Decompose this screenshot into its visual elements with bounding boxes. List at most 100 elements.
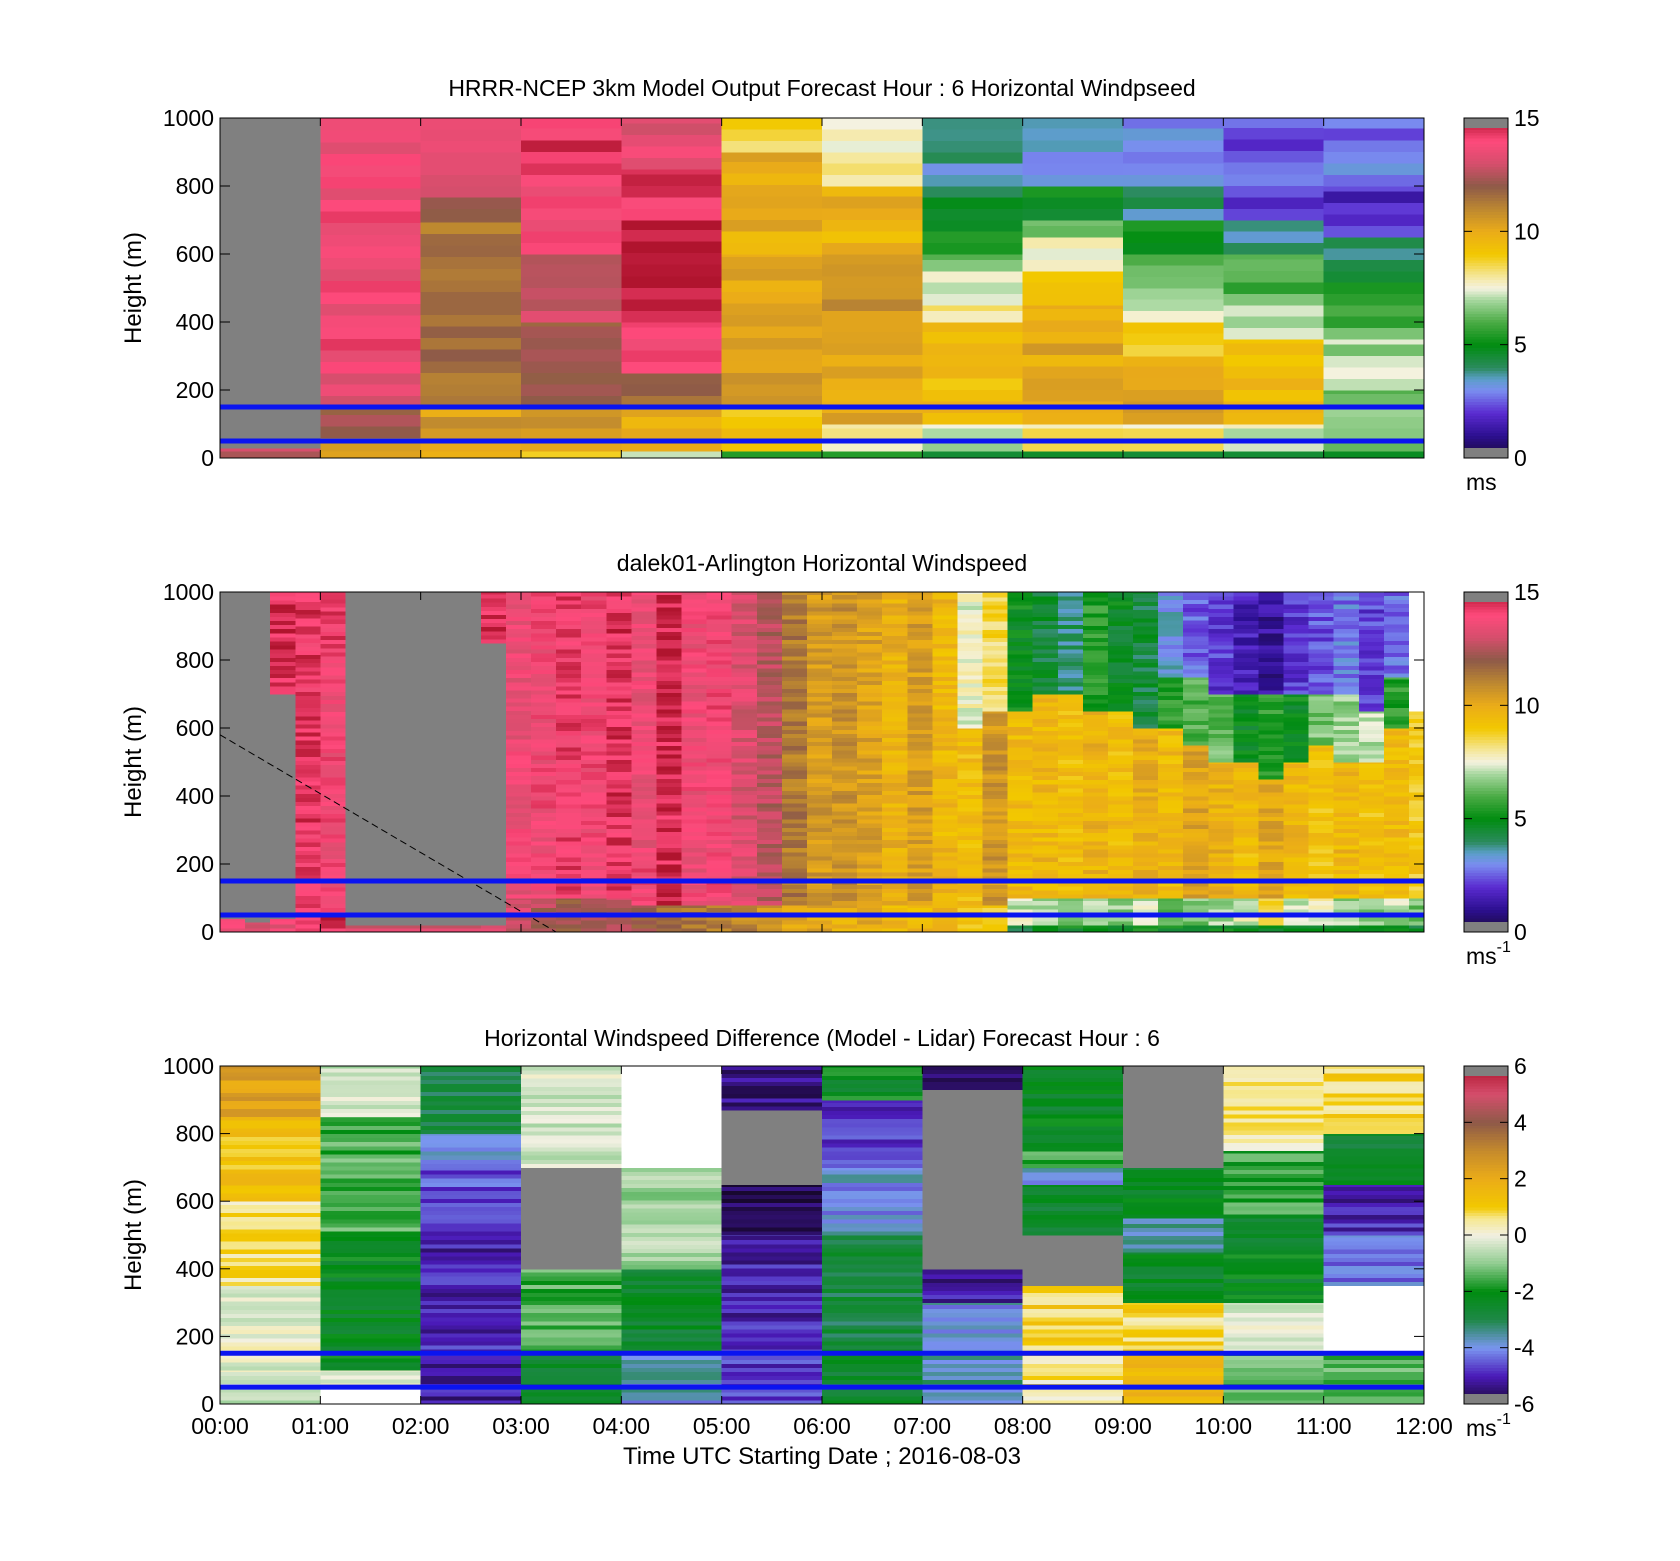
heatmap-cell (606, 681, 632, 687)
heatmap-cell (320, 643, 346, 649)
heatmap-cell (245, 927, 271, 933)
heatmap-cell (1057, 849, 1084, 854)
heatmap-cell (1057, 898, 1084, 902)
heatmap-cell (857, 839, 883, 845)
heatmap-cell (1183, 747, 1209, 752)
heatmap-cell (420, 279, 522, 292)
heatmap-cell (882, 907, 908, 913)
heatmap-cell (420, 1099, 522, 1102)
colorbar-swatch (1464, 225, 1508, 230)
heatmap-cell (1107, 666, 1134, 671)
heatmap-cell (631, 696, 657, 702)
heatmap-cell (781, 900, 808, 906)
heatmap-cell (1258, 898, 1285, 902)
heatmap-cell (1223, 1165, 1325, 1170)
heatmap-cell (556, 685, 582, 691)
heatmap-cell (1258, 820, 1285, 826)
heatmap-cell (1258, 689, 1285, 695)
heatmap-cell (1383, 917, 1410, 922)
heatmap-cell (220, 1116, 321, 1121)
heatmap-cell (721, 1235, 823, 1241)
heatmap-cell (606, 673, 632, 679)
heatmap-cell (521, 1320, 622, 1326)
heatmap-cell (420, 1268, 522, 1273)
heatmap-cell (1258, 640, 1285, 646)
heatmap-cell (1133, 791, 1159, 797)
heatmap-cell (1057, 730, 1084, 736)
heatmap-cell (857, 647, 883, 653)
heatmap-cell (1323, 1355, 1425, 1360)
heatmap-cell (1158, 683, 1184, 688)
heatmap-cell (320, 830, 346, 835)
heatmap-cell (1283, 800, 1310, 805)
heatmap-cell (922, 271, 1024, 283)
colorbar-swatch (1464, 299, 1508, 303)
heatmap-cell (1158, 728, 1184, 732)
heatmap-cell (581, 685, 607, 691)
heatmap-cell (556, 873, 582, 879)
heatmap-cell (220, 1325, 321, 1331)
heatmap-cell (1383, 615, 1410, 621)
heatmap-cell (1358, 653, 1385, 659)
heatmap-cell (806, 598, 833, 604)
heatmap-cell (822, 1210, 923, 1216)
heatmap-cell (882, 904, 908, 909)
colorbar-swatch (1464, 674, 1508, 678)
heatmap-cell (1358, 757, 1385, 763)
heatmap-cell (1233, 653, 1259, 658)
heatmap-cell (1007, 742, 1034, 748)
heatmap-cell (320, 118, 422, 131)
heatmap-cell (882, 835, 908, 841)
heatmap-cell (1107, 759, 1134, 764)
heatmap-cell (932, 782, 958, 787)
heatmap-cell (1233, 869, 1259, 875)
heatmap-cell (420, 1133, 522, 1136)
heatmap-cell (320, 1252, 422, 1258)
heatmap-cell (220, 1220, 321, 1226)
heatmap-cell (1022, 366, 1124, 379)
heatmap-cell (1082, 730, 1109, 736)
heatmap-cell (1107, 921, 1134, 926)
heatmap-cell (832, 692, 858, 698)
heatmap-cell (857, 745, 883, 751)
heatmap-cell (1007, 812, 1034, 817)
heatmap-cell (1233, 729, 1259, 734)
heatmap-cell (1032, 698, 1059, 703)
heatmap-cell (1408, 849, 1425, 854)
heatmap-cell (656, 766, 683, 771)
heatmap-cell (1283, 596, 1310, 601)
heatmap-cell (606, 702, 632, 707)
heatmap-cell (320, 789, 346, 794)
heatmap-cell (1408, 783, 1425, 789)
heatmap-cell (631, 725, 657, 730)
heatmap-cell (320, 1248, 422, 1254)
heatmap-cell (220, 1309, 321, 1314)
heatmap-cell (320, 1157, 422, 1163)
heatmap-cell (1123, 428, 1224, 441)
heatmap-cell (1358, 604, 1385, 610)
heatmap-cell (1183, 849, 1209, 854)
heatmap-cell (1022, 1194, 1124, 1199)
heatmap-cell (1208, 775, 1234, 781)
heatmap-cell (681, 598, 708, 604)
heatmap-cell (1183, 592, 1209, 596)
heatmap-cell (1123, 1239, 1224, 1245)
heatmap-cell (681, 717, 708, 722)
heatmap-cell (1057, 645, 1084, 650)
heatmap-cell (1233, 824, 1259, 830)
heatmap-cell (1283, 921, 1310, 926)
heatmap-cell (806, 741, 833, 747)
heatmap-cell (621, 1345, 723, 1350)
heatmap-cell (706, 627, 733, 632)
heatmap-cell (631, 896, 657, 902)
heatmap-cell (1032, 649, 1059, 654)
heatmap-cell (706, 672, 733, 677)
heatmap-cell (756, 639, 783, 645)
heatmap-cell (1333, 661, 1360, 666)
heatmap-cell (1022, 424, 1124, 429)
heatmap-cell (681, 745, 708, 751)
heatmap-cell (1333, 596, 1360, 601)
colorbar-swatch (1464, 804, 1508, 808)
heatmap-cell (631, 888, 657, 894)
heatmap-cell (1383, 771, 1410, 777)
